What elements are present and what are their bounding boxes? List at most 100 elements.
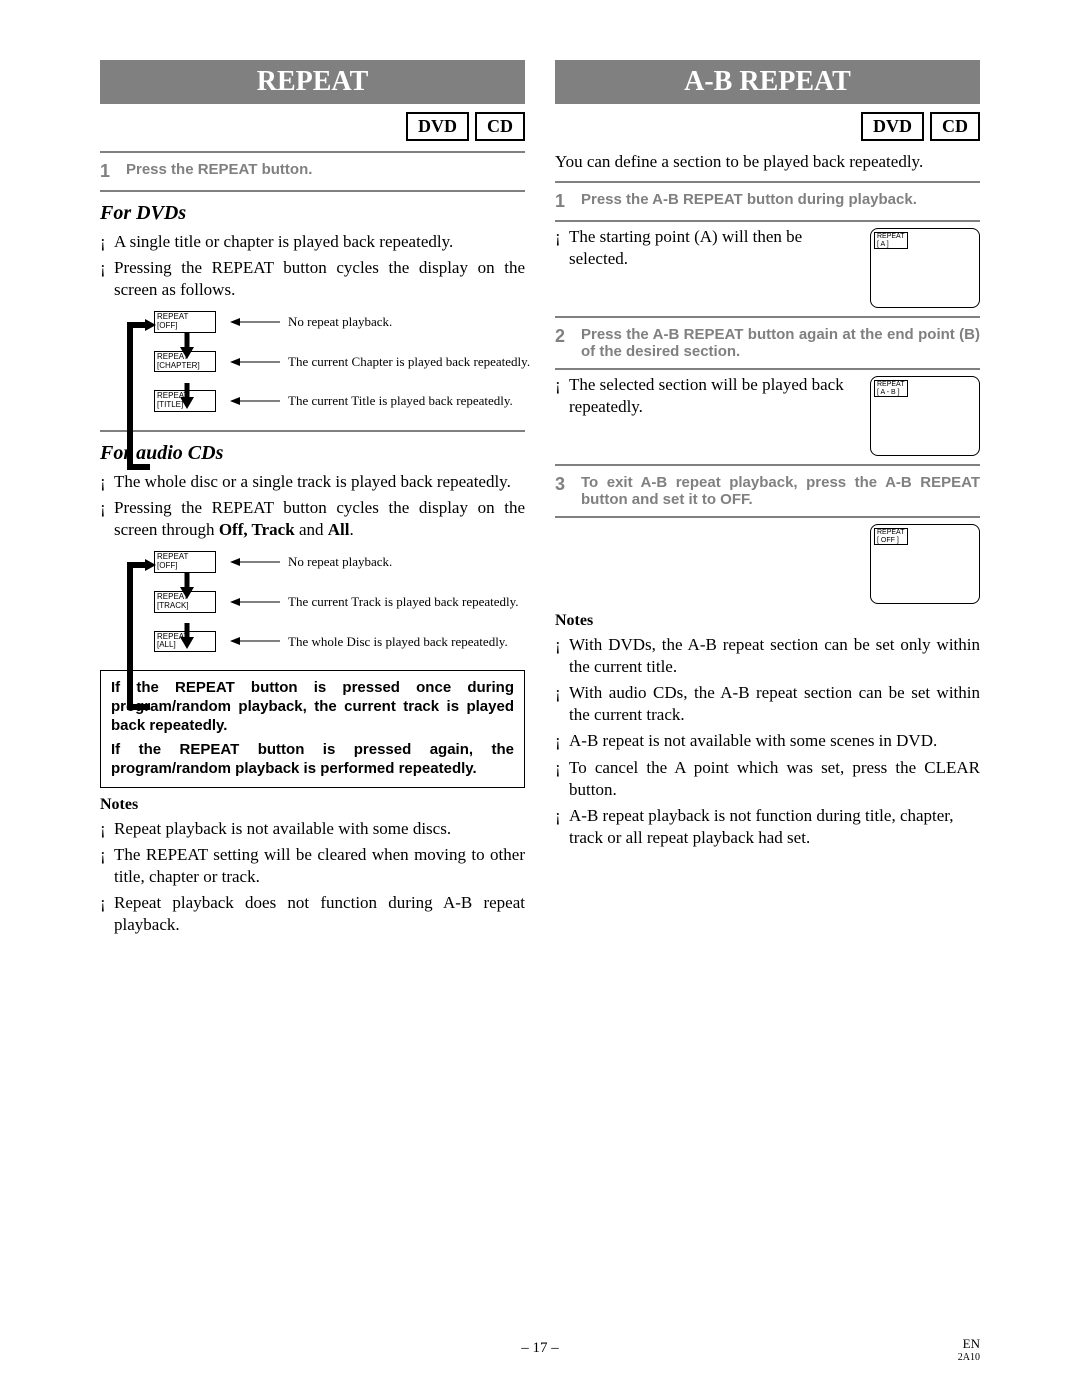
diagram-row: REPEAT [TITLE] The current Title is play… (110, 390, 535, 412)
screen-text: REPEAT (877, 529, 905, 537)
left-arrow-icon (230, 636, 280, 646)
for-dvds-heading: For DVDs (100, 202, 525, 225)
repeat-note-box: If the REPEAT button is pressed once dur… (100, 670, 525, 788)
step-number: 3 (555, 474, 571, 508)
ab-repeat-title: A-B REPEAT (555, 60, 980, 104)
list-item: The REPEAT setting will be cleared when … (100, 844, 525, 888)
notes-heading: Notes (555, 612, 980, 630)
text-bold: Off, Track (219, 520, 295, 539)
text: . (349, 520, 353, 539)
list-item: To cancel the A point which was set, pre… (555, 757, 980, 801)
diagram-row: REPEAT [OFF] No repeat playback. (110, 311, 535, 333)
list-item: A-B repeat playback is not function duri… (555, 805, 980, 849)
step-text: Press the A-B REPEAT button during playb… (581, 191, 980, 212)
notes-heading: Notes (100, 796, 525, 814)
down-arrow-icon (178, 383, 196, 409)
loop-arrow-icon (120, 317, 160, 477)
diagram-row: REPEAT [CHAPTER] The current Chapter is … (110, 351, 535, 373)
doc-code: 2A10 (958, 1352, 980, 1364)
screen-label: REPEAT [ OFF ] (874, 528, 908, 545)
list-item: A single title or chapter is played back… (100, 231, 525, 253)
list-item: A-B repeat is not available with some sc… (555, 730, 980, 752)
step-3-body: REPEAT [ OFF ] (555, 522, 980, 604)
left-arrow-icon (230, 357, 280, 367)
ab-intro: You can define a section to be played ba… (555, 151, 980, 173)
list-item: The selected section will be played back… (555, 374, 980, 418)
list-item: Pressing the REPEAT button cycles the di… (100, 497, 525, 541)
diagram-caption: The current Title is played back repeate… (288, 393, 513, 409)
left-arrow-icon (230, 396, 280, 406)
repeat-title: REPEAT (100, 60, 525, 104)
divider (555, 316, 980, 318)
divider (555, 516, 980, 518)
dvd-badge: DVD (406, 112, 469, 141)
step-1: 1 Press the REPEAT button. (100, 157, 525, 186)
screen-text: [ OFF ] (877, 537, 905, 545)
note-text: If the REPEAT button is pressed once dur… (111, 679, 514, 735)
step-text: To exit A-B repeat playback, press the A… (581, 474, 980, 508)
diagram-caption: No repeat playback. (288, 314, 392, 330)
step-text: Press the A-B REPEAT button again at the… (581, 326, 980, 360)
step-number: 2 (555, 326, 571, 360)
step-body-list: The starting point (A) will then be sele… (555, 226, 980, 270)
step-2-body: REPEAT [ A - B ] The selected section wi… (555, 374, 980, 456)
right-badges: DVD CD (555, 112, 980, 141)
right-notes-list: With DVDs, the A-B repeat section can be… (555, 634, 980, 849)
down-arrow-icon (178, 623, 196, 649)
dvd-badge: DVD (861, 112, 924, 141)
box-label: [OFF] (157, 562, 213, 571)
diagram-caption: No repeat playback. (288, 554, 392, 570)
diagram-row: REPEAT [TRACK] The current Track is play… (110, 591, 535, 613)
diagram-caption: The current Chapter is played back repea… (288, 354, 530, 370)
repeat-off-box: REPEAT [OFF] (154, 311, 216, 333)
diagram-caption: The whole Disc is played back repeatedly… (288, 634, 508, 650)
loop-arrow-icon (120, 557, 160, 717)
page-columns: REPEAT DVD CD 1 Press the REPEAT button.… (100, 60, 980, 940)
left-notes-list: Repeat playback is not available with so… (100, 818, 525, 936)
right-column: A-B REPEAT DVD CD You can define a secti… (555, 60, 980, 940)
divider (555, 464, 980, 466)
box-label: [TRACK] (157, 602, 213, 611)
list-item: Pressing the REPEAT button cycles the di… (100, 257, 525, 301)
cd-badge: CD (930, 112, 980, 141)
page-code: EN 2A10 (958, 1336, 980, 1364)
cd-bullets: The whole disc or a single track is play… (100, 471, 525, 541)
left-column: REPEAT DVD CD 1 Press the REPEAT button.… (100, 60, 525, 940)
list-item: With DVDs, the A-B repeat section can be… (555, 634, 980, 678)
list-item: The whole disc or a single track is play… (100, 471, 525, 493)
page-number: – 17 – (0, 1340, 1080, 1357)
box-label: [OFF] (157, 322, 213, 331)
list-item: The starting point (A) will then be sele… (555, 226, 980, 270)
step-number: 1 (100, 161, 116, 182)
divider (100, 190, 525, 192)
divider (555, 368, 980, 370)
step-3: 3 To exit A-B repeat playback, press the… (555, 470, 980, 512)
step-body-list: The selected section will be played back… (555, 374, 980, 418)
repeat-off-box: REPEAT [OFF] (154, 551, 216, 573)
step-number: 1 (555, 191, 571, 212)
dvd-bullets: A single title or chapter is played back… (100, 231, 525, 301)
repeat-cycle-diagram-dvd: REPEAT [OFF] No repeat playback. REPEAT … (110, 311, 535, 412)
down-arrow-icon (178, 573, 196, 599)
left-arrow-icon (230, 317, 280, 327)
divider (100, 430, 525, 432)
repeat-cycle-diagram-cd: REPEAT [OFF] No repeat playback. REPEAT … (110, 551, 535, 652)
down-arrow-icon (178, 333, 196, 359)
divider (555, 181, 980, 183)
left-arrow-icon (230, 597, 280, 607)
text-bold: All (328, 520, 350, 539)
diagram-row: REPEAT [ALL] The whole Disc is played ba… (110, 631, 535, 653)
step-text: Press the REPEAT button. (126, 161, 525, 182)
note-text: If the REPEAT button is pressed again, t… (111, 741, 514, 779)
screen-preview-off: REPEAT [ OFF ] (870, 524, 980, 604)
for-cds-heading: For audio CDs (100, 442, 525, 465)
text: and (295, 520, 328, 539)
page-footer: – 17 – EN 2A10 (0, 1340, 1080, 1357)
lang-code: EN (958, 1336, 980, 1352)
box-label: [CHAPTER] (157, 362, 213, 371)
list-item: Repeat playback is not available with so… (100, 818, 525, 840)
divider (100, 151, 525, 153)
step-2: 2 Press the A-B REPEAT button again at t… (555, 322, 980, 364)
left-arrow-icon (230, 557, 280, 567)
list-item: Repeat playback does not function during… (100, 892, 525, 936)
